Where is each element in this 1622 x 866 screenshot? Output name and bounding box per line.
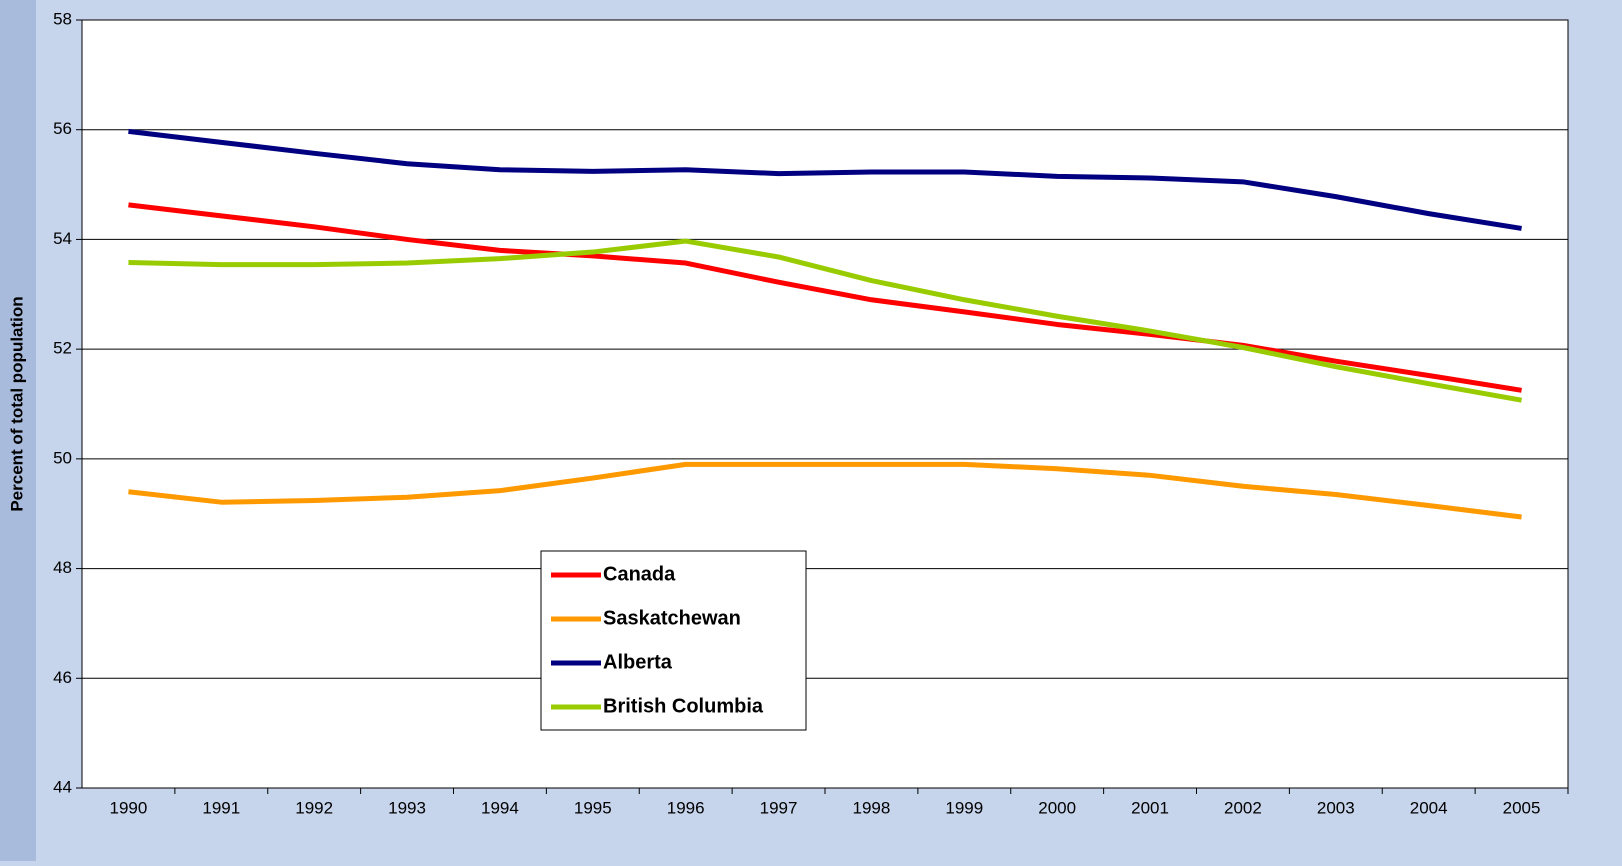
legend-label: Alberta	[603, 651, 673, 673]
x-tick-label: 2000	[1038, 798, 1076, 817]
plot-area	[81, 19, 1569, 789]
x-tick-label: 2002	[1224, 798, 1262, 817]
legend-label: British Columbia	[603, 695, 764, 717]
x-tick-label: 1996	[667, 798, 705, 817]
x-tick-label: 2004	[1410, 798, 1448, 817]
y-tick-label: 58	[53, 9, 72, 28]
x-tick-label: 2005	[1503, 798, 1541, 817]
x-tick-label: 2003	[1317, 798, 1355, 817]
x-tick-label: 1990	[110, 798, 148, 817]
legend-box	[540, 550, 807, 731]
y-tick-label: 52	[53, 339, 72, 358]
x-tick-label: 1997	[760, 798, 798, 817]
y-tick-label: 54	[53, 229, 72, 248]
x-tick-label: 1992	[295, 798, 333, 817]
x-tick-label: 2001	[1131, 798, 1169, 817]
x-tick-label: 1991	[202, 798, 240, 817]
y-tick-label: 48	[53, 558, 72, 577]
y-tick-label: 56	[53, 119, 72, 138]
x-tick-label: 1999	[945, 798, 983, 817]
y-tick-label: 50	[53, 448, 72, 467]
y-tick-label: 46	[53, 668, 72, 687]
x-tick-label: 1995	[574, 798, 612, 817]
legend-label: Saskatchewan	[603, 607, 741, 629]
x-tick-label: 1993	[388, 798, 426, 817]
side-strip	[0, 0, 36, 861]
series-line	[128, 128, 1522, 231]
x-tick-label: 1998	[853, 798, 891, 817]
y-tick-label: 44	[53, 777, 72, 796]
y-axis-label: Percent of total population	[7, 296, 26, 511]
series-line	[128, 461, 1522, 520]
x-tick-label: 1994	[481, 798, 519, 817]
legend-label: Canada	[603, 563, 676, 585]
series-line	[128, 202, 1522, 393]
series-line	[128, 238, 1522, 403]
